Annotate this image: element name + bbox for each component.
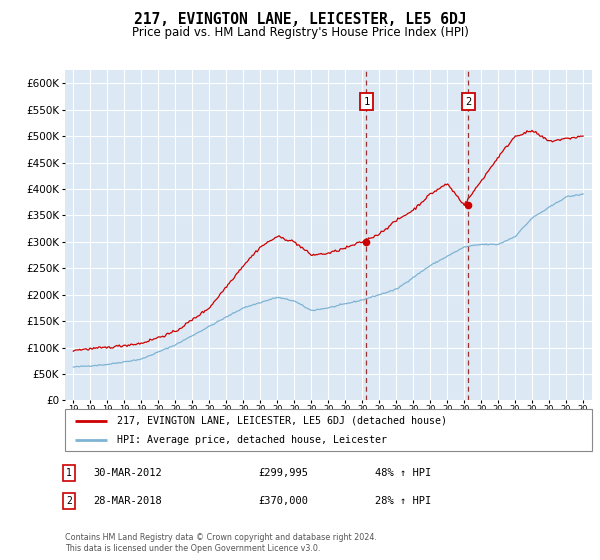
Text: HPI: Average price, detached house, Leicester: HPI: Average price, detached house, Leic… [118, 435, 388, 445]
Text: £370,000: £370,000 [258, 496, 308, 506]
Text: 2: 2 [465, 97, 472, 107]
Text: 2: 2 [66, 496, 72, 506]
Text: Price paid vs. HM Land Registry's House Price Index (HPI): Price paid vs. HM Land Registry's House … [131, 26, 469, 39]
Text: 217, EVINGTON LANE, LEICESTER, LE5 6DJ: 217, EVINGTON LANE, LEICESTER, LE5 6DJ [134, 12, 466, 27]
Text: 30-MAR-2012: 30-MAR-2012 [93, 468, 162, 478]
Text: £299,995: £299,995 [258, 468, 308, 478]
Text: 217, EVINGTON LANE, LEICESTER, LE5 6DJ (detached house): 217, EVINGTON LANE, LEICESTER, LE5 6DJ (… [118, 416, 448, 426]
Text: 1: 1 [66, 468, 72, 478]
Text: 28-MAR-2018: 28-MAR-2018 [93, 496, 162, 506]
Text: Contains HM Land Registry data © Crown copyright and database right 2024.
This d: Contains HM Land Registry data © Crown c… [65, 533, 377, 553]
Text: 1: 1 [364, 97, 370, 107]
Text: 48% ↑ HPI: 48% ↑ HPI [375, 468, 431, 478]
Text: 28% ↑ HPI: 28% ↑ HPI [375, 496, 431, 506]
